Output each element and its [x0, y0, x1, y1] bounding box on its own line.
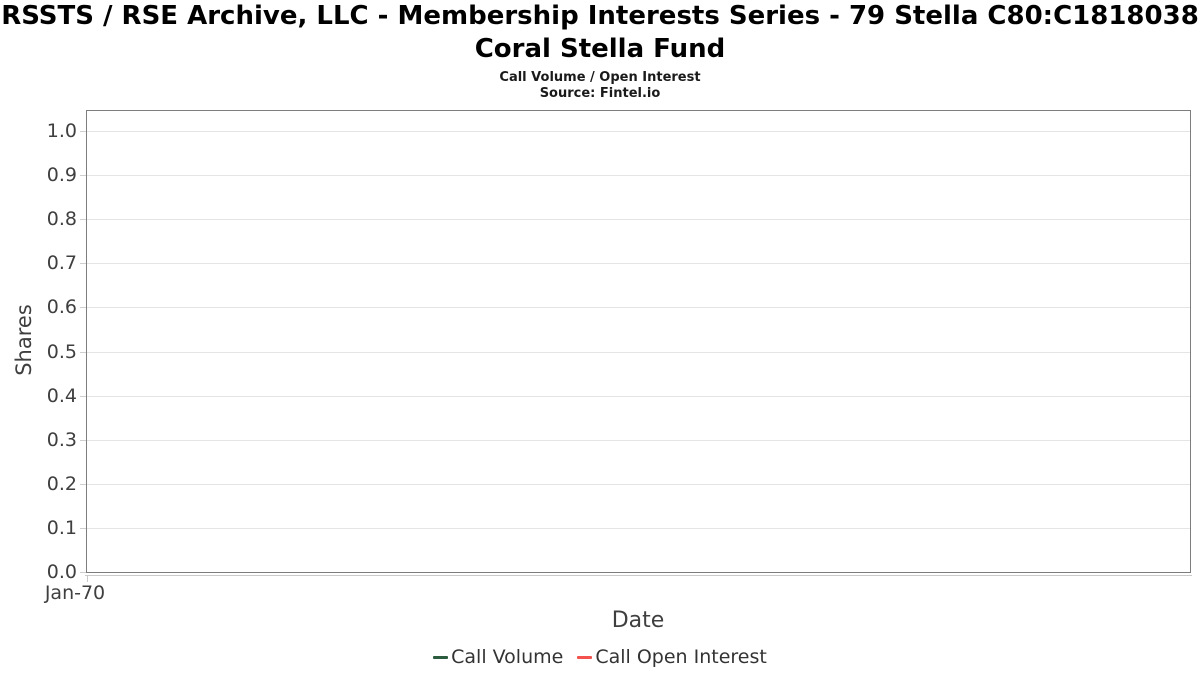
chart-title-line2: Coral Stella Fund — [474, 34, 726, 64]
x-axis-title: Date — [611, 608, 665, 633]
y-tick — [80, 484, 86, 485]
legend: Call Volume Call Open Interest — [0, 646, 1200, 668]
y-tick-label: 0.0 — [46, 561, 77, 583]
y-tick — [80, 396, 86, 397]
y-tick-label: 0.1 — [46, 517, 77, 539]
gridline — [87, 528, 1190, 529]
legend-item-call-open-interest[interactable]: Call Open Interest — [577, 646, 767, 668]
chart-source: Source: Fintel.io — [539, 86, 661, 101]
y-tick-label: 0.5 — [46, 341, 77, 363]
y-tick-label: 0.8 — [46, 208, 77, 230]
legend-series-dash-icon — [433, 655, 449, 659]
y-tick-label: 0.3 — [46, 429, 77, 451]
x-tick-label: Jan-70 — [44, 582, 106, 604]
gridline — [87, 175, 1190, 176]
y-tick — [80, 131, 86, 132]
legend-item-call-volume[interactable]: Call Volume — [433, 646, 563, 668]
y-tick-label: 0.4 — [46, 385, 77, 407]
chart-header: RSSTS / RSE Archive, LLC - Membership In… — [0, 0, 1200, 102]
y-tick-label: 0.9 — [46, 164, 77, 186]
gridline — [87, 396, 1190, 397]
y-tick — [80, 572, 86, 573]
y-tick — [80, 352, 86, 353]
gridline — [87, 352, 1190, 353]
y-tick — [80, 263, 86, 264]
y-tick-label: 0.2 — [46, 473, 77, 495]
y-tick-label: 0.6 — [46, 296, 77, 318]
chart-subtitle: Call Volume / Open Interest — [499, 70, 701, 85]
y-tick — [80, 219, 86, 220]
gridline — [87, 307, 1190, 308]
y-tick — [80, 175, 86, 176]
gridline — [87, 440, 1190, 441]
legend-series-label: Call Volume — [451, 646, 564, 668]
chart-title-line1: RSSTS / RSE Archive, LLC - Membership In… — [1, 1, 1199, 31]
y-tick-label: 1.0 — [46, 120, 77, 142]
gridline — [87, 484, 1190, 485]
y-tick — [80, 307, 86, 308]
plot-area: 0.0 0.1 0.2 0.3 0.4 0.5 0.6 0.7 0.8 0.9 1.0 Jan-70 — [45, 110, 1192, 604]
y-tick — [80, 440, 86, 441]
gridline — [87, 263, 1190, 264]
y-tick — [80, 528, 86, 529]
x-tick — [87, 576, 88, 582]
legend-series-dash-icon — [577, 655, 593, 659]
y-axis-title: Shares — [12, 304, 36, 376]
x-axis-line — [85, 575, 1192, 576]
legend-series-label: Call Open Interest — [595, 646, 767, 668]
gridline — [87, 219, 1190, 220]
gridline — [87, 131, 1190, 132]
y-tick-label: 0.7 — [46, 252, 77, 274]
